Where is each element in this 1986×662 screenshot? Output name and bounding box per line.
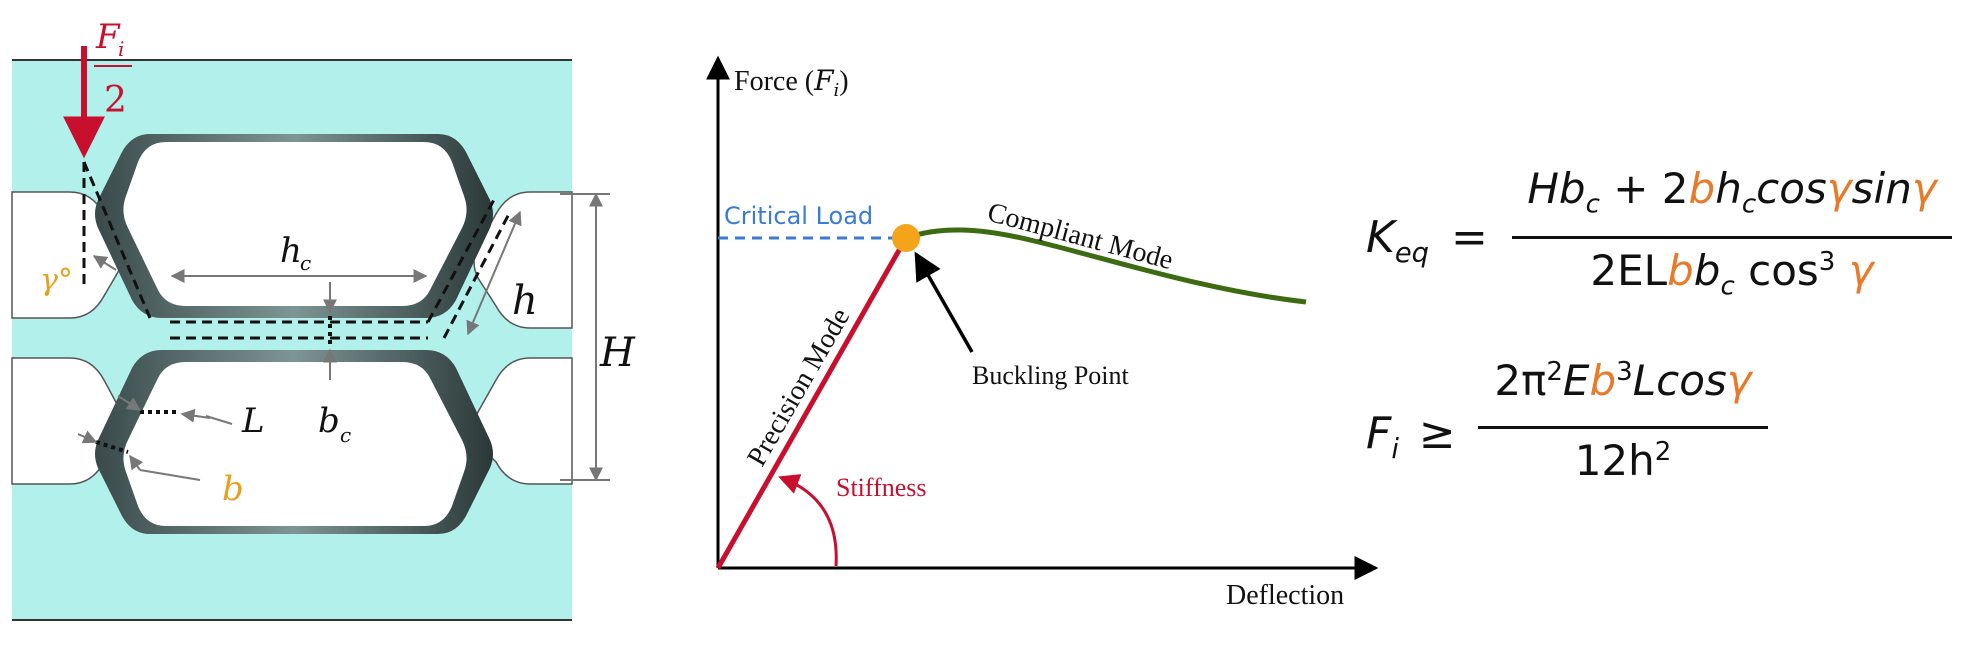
force-num-F: F <box>95 17 121 57</box>
lower-cell-hole <box>123 362 467 526</box>
L-leader <box>205 415 233 425</box>
buckling-point-arrow <box>914 251 974 353</box>
keq-numerator: Hbc + 2bhccosγsinγ <box>1527 164 1937 220</box>
hc-label-sub: c <box>300 251 311 275</box>
fi-denominator: 12h2 <box>1574 436 1672 485</box>
b-label: b <box>222 469 244 509</box>
hc-label: h <box>280 231 302 271</box>
stiffness-label: Stiffness <box>836 473 927 502</box>
dimension-lines <box>77 192 610 482</box>
dotted-measures <box>95 316 332 454</box>
keq-fraction-bar <box>1512 236 1952 239</box>
critical-load-label: Critical Load <box>724 202 873 230</box>
geometry-panel: F i 2 γ° h c h H L b b c <box>11 17 636 621</box>
buckling-point-marker <box>892 224 920 252</box>
precision-mode-line <box>715 236 909 570</box>
force-fraction: F i 2 <box>94 17 132 121</box>
precision-mode-label: Precision Mode <box>741 303 856 471</box>
bc-label-sub: c <box>340 423 351 447</box>
h-label: h <box>512 278 538 324</box>
stiffness-arc <box>778 474 838 567</box>
H-label: H <box>599 330 636 376</box>
keq-lhs: Keq = <box>1366 212 1488 269</box>
y-axis-label: Force (Fi) <box>734 64 849 101</box>
fi-lhs: Fi ≥ <box>1366 408 1456 465</box>
fi-numerator: 2π2Eb3Lcosγ <box>1494 356 1752 405</box>
force-den: 2 <box>104 80 127 121</box>
force-deflection-chart: Force (Fi) Deflection Critical Load Prec… <box>706 55 1379 611</box>
compliant-mode-curve <box>905 227 1307 305</box>
force-num-sub: i <box>118 37 124 61</box>
keq-equation: Keq = Hbc + 2bhccosγsinγ 2ELbbc cos3 γ <box>1366 164 1966 314</box>
upper-cell-hole <box>123 142 467 306</box>
gamma-label: γ° <box>40 263 73 298</box>
L-label: L <box>241 401 265 441</box>
x-axis-label: Deflection <box>1226 580 1344 611</box>
fi-fraction-bar <box>1478 426 1768 429</box>
keq-denominator: 2ELbbc cos3 γ <box>1590 246 1874 302</box>
buckling-point-label: Buckling Point <box>972 361 1130 390</box>
bc-label: b <box>318 401 340 441</box>
fi-equation: Fi ≥ 2π2Eb3Lcosγ 12h2 <box>1366 356 1786 506</box>
